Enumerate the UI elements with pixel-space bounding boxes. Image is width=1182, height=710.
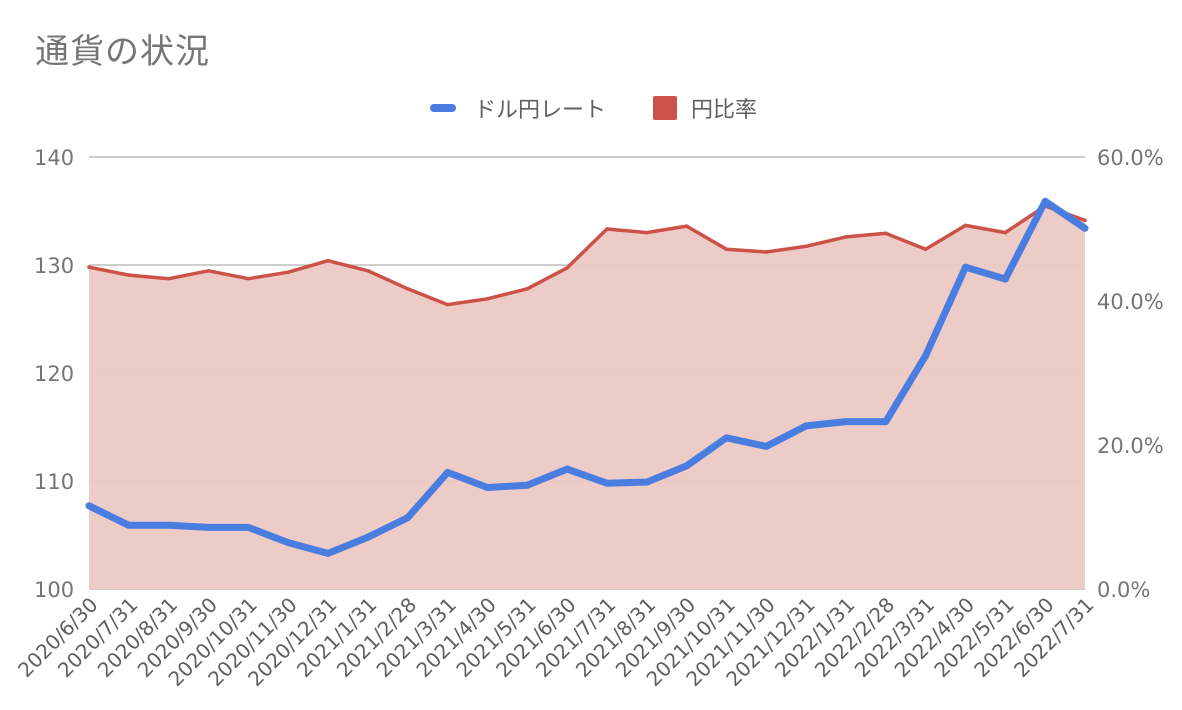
yen-ratio-point-10: [485, 297, 490, 301]
yen-ratio-point-1: [127, 273, 131, 277]
y-right-tick-label: 0.0%: [1097, 578, 1150, 602]
yen-ratio-point-18: [804, 244, 808, 249]
yen-ratio-point-2: [166, 276, 171, 281]
yen-ratio-point-22: [963, 223, 968, 228]
usd-jpy-point-1: [125, 521, 133, 529]
y-right-tick-label: 40.0%: [1097, 290, 1164, 314]
usd-jpy-point-10: [484, 484, 491, 491]
yen-ratio-point-21: [923, 247, 928, 251]
yen-ratio-point-12: [565, 266, 569, 270]
usd-jpy-point-14: [643, 478, 651, 486]
usd-jpy-point-23: [1001, 275, 1009, 283]
yen-ratio-point-11: [525, 286, 530, 291]
usd-jpy-point-13: [603, 479, 611, 487]
usd-jpy-point-7: [364, 533, 372, 541]
usd-jpy-point-24: [1041, 197, 1049, 205]
usd-jpy-series-line: [85, 197, 1089, 557]
line-layer: [85, 197, 1089, 557]
usd-jpy-point-6: [324, 549, 332, 557]
usd-jpy-point-17: [762, 443, 770, 450]
legend-label-yen-ratio: 円比率: [691, 98, 758, 123]
y-left-tick-label: 140: [34, 146, 74, 170]
usd-jpy-point-16: [723, 434, 730, 442]
usd-jpy-point-21: [922, 352, 930, 360]
y-left-tick-label: 120: [34, 362, 74, 386]
yen-ratio-point-7: [366, 268, 370, 273]
yen-ratio-point-5: [286, 270, 291, 275]
usd-jpy-point-20: [882, 418, 890, 425]
yen-ratio-point-9: [445, 302, 450, 307]
legend-line-swatch: [430, 104, 456, 112]
yen-ratio-point-15: [684, 224, 689, 228]
yen-ratio-point-23: [1003, 230, 1008, 235]
usd-jpy-point-19: [842, 418, 850, 425]
chart-title: 通貨の状況: [35, 32, 210, 72]
usd-jpy-point-15: [683, 462, 690, 470]
usd-jpy-point-4: [244, 524, 252, 531]
yen-ratio-point-3: [206, 268, 211, 273]
y-left-tick-label: 110: [34, 470, 74, 494]
usd-jpy-point-5: [284, 539, 292, 546]
usd-jpy-point-3: [205, 524, 212, 531]
yen-ratio-point-8: [405, 286, 410, 291]
usd-jpy-point-11: [523, 481, 531, 489]
y-right-tick-label: 60.0%: [1097, 146, 1164, 170]
usd-jpy-point-2: [165, 521, 173, 529]
yen-ratio-point-20: [884, 231, 888, 236]
y-right-tick-label: 20.0%: [1097, 434, 1164, 458]
legend-label-usd-jpy: ドル円レート: [474, 98, 607, 123]
yen-ratio-point-13: [605, 227, 609, 231]
y-left-tick-label: 130: [34, 254, 74, 278]
legend-item-yen-ratio[interactable]: 円比率: [653, 92, 757, 124]
usd-jpy-point-8: [404, 514, 412, 522]
legend-square-swatch: [653, 96, 677, 120]
yen-ratio-area-fill: [89, 206, 1085, 589]
yen-ratio-point-25: [1083, 218, 1087, 223]
usd-jpy-point-22: [962, 263, 969, 271]
legend-item-usd-jpy[interactable]: ドル円レート: [430, 92, 606, 124]
yen-ratio-point-6: [326, 258, 330, 263]
yen-ratio-point-17: [764, 250, 769, 254]
area-layer: [89, 206, 1085, 589]
yen-ratio-point-0: [87, 265, 91, 269]
y-left-tick-label: 100: [34, 578, 74, 602]
yen-ratio-point-4: [246, 276, 251, 281]
yen-ratio-series-line: [88, 204, 1086, 307]
yen-ratio-point-14: [644, 230, 649, 235]
usd-jpy-point-18: [802, 422, 810, 430]
usd-jpy-point-25: [1081, 224, 1089, 232]
yen-ratio-point-16: [724, 247, 729, 251]
usd-jpy-point-12: [563, 465, 571, 473]
usd-jpy-point-9: [444, 468, 451, 476]
usd-jpy-point-0: [85, 502, 93, 510]
yen-ratio-point-19: [844, 235, 848, 239]
